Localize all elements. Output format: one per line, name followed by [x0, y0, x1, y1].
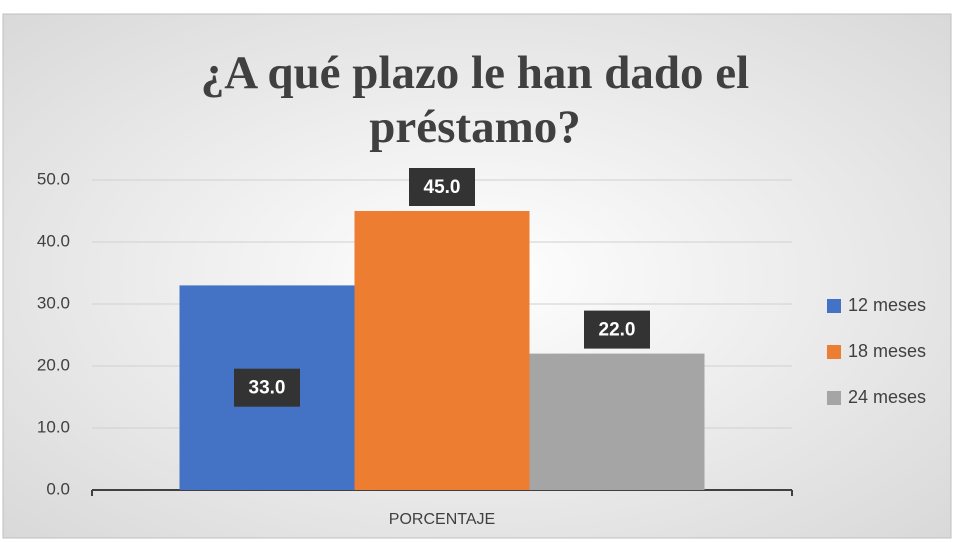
y-tick-label: 50.0: [37, 169, 70, 188]
legend-label: 12 meses: [848, 295, 926, 315]
data-label-box: [409, 168, 475, 206]
bar: [354, 211, 530, 490]
legend-swatch: [827, 299, 841, 313]
data-label: 22.0: [599, 320, 636, 341]
y-tick-label: 10.0: [37, 417, 70, 436]
x-tick-label: PORCENTAJE: [389, 511, 495, 528]
legend-label: 24 meses: [848, 387, 926, 407]
y-tick-label: 40.0: [37, 231, 70, 250]
legend-swatch: [827, 345, 841, 359]
data-label: 33.0: [249, 378, 286, 399]
data-label: 45.0: [424, 177, 461, 198]
y-tick-label: 0.0: [46, 479, 70, 498]
y-tick-label: 30.0: [37, 293, 70, 312]
legend-label: 18 meses: [848, 341, 926, 361]
data-label-box: [234, 368, 300, 407]
y-tick-label: 20.0: [37, 355, 70, 374]
data-label-box: [584, 310, 650, 349]
chart-title: ¿A qué plazo le han dado el préstamo?: [200, 47, 750, 153]
bar: [529, 353, 705, 490]
legend-swatch: [827, 391, 841, 405]
